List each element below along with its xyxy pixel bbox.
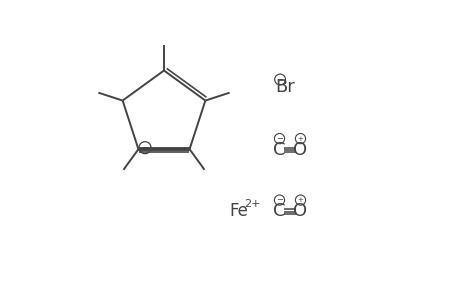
- Text: −: −: [275, 196, 282, 205]
- Text: C: C: [273, 202, 285, 220]
- Text: +: +: [297, 136, 303, 142]
- Text: −: −: [276, 75, 283, 84]
- Text: +: +: [297, 197, 303, 203]
- Text: −: −: [140, 143, 149, 153]
- Text: C: C: [273, 141, 285, 159]
- Text: 2+: 2+: [244, 199, 260, 209]
- Text: O: O: [293, 202, 307, 220]
- Text: Fe: Fe: [229, 202, 248, 220]
- Text: −: −: [275, 134, 282, 143]
- Text: O: O: [293, 141, 307, 159]
- Text: Br: Br: [275, 78, 295, 96]
